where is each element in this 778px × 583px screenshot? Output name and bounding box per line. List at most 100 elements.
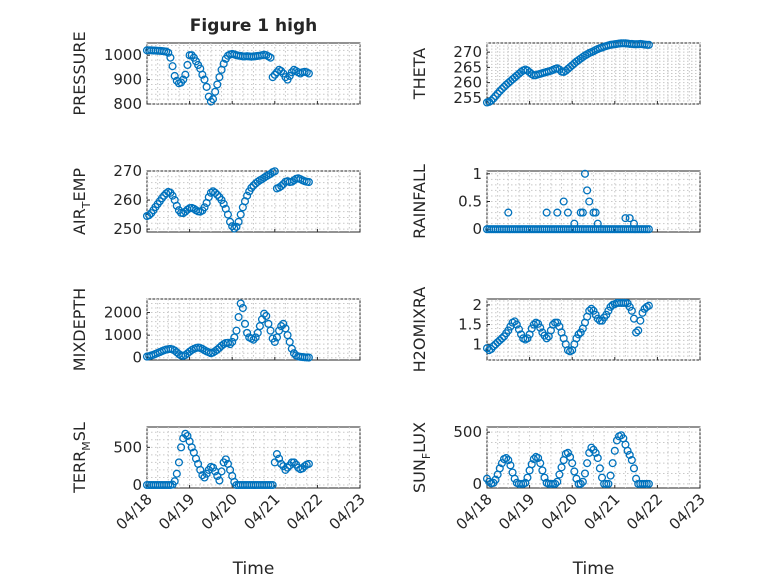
data-point (644, 40, 653, 49)
data-point (172, 201, 181, 210)
data-point (623, 446, 632, 455)
data-point (304, 459, 313, 468)
subplot-rainfall: 0 0.5 1 RAINFALL (410, 164, 701, 239)
data-point (228, 222, 237, 231)
data-point (213, 471, 222, 481)
data-point (591, 310, 600, 319)
data-point (251, 333, 260, 342)
data-point (211, 87, 220, 96)
data-point (219, 199, 228, 208)
data-point (234, 217, 243, 226)
y-tick-label: 900 (113, 71, 142, 89)
data-point (198, 70, 207, 79)
y-tick-label: 0 (472, 475, 482, 493)
y-tick-label: 1.5 (458, 316, 482, 334)
data-point (189, 204, 198, 213)
data-point (553, 477, 562, 486)
data-point (608, 459, 617, 468)
data-point (510, 474, 519, 483)
data-point (172, 469, 181, 478)
data-point (497, 85, 506, 94)
data-point (228, 337, 237, 346)
data-point (580, 469, 590, 478)
data-point (283, 463, 292, 472)
data-point (491, 92, 500, 101)
data-point (542, 208, 551, 217)
y-tick-label: 500 (113, 438, 142, 456)
axes-box (146, 298, 361, 361)
data-point (204, 92, 213, 101)
data-point (578, 477, 587, 486)
data-point (644, 301, 653, 310)
y-tick-label: 1000 (104, 46, 142, 64)
data-point (213, 190, 222, 199)
data-point (213, 80, 222, 89)
data-point (277, 182, 286, 191)
data-point (504, 208, 513, 217)
data-point (217, 467, 226, 476)
subplot-h2omixra: 11.5 2 H2OMIXRA (410, 287, 701, 372)
data-point (576, 328, 585, 337)
data-point (232, 222, 241, 231)
data-point (249, 335, 258, 344)
data-point (627, 306, 636, 315)
data-point (183, 431, 192, 441)
data-point (504, 456, 513, 465)
data-point (145, 211, 154, 220)
y-tick-label: 0 (132, 349, 142, 367)
y-tick-label: 260 (113, 191, 142, 209)
data-point (644, 479, 653, 488)
data-point (527, 460, 536, 469)
data-point (591, 208, 600, 217)
data-point (270, 337, 279, 346)
data-point (536, 323, 545, 332)
data-point (553, 208, 562, 217)
data-point (177, 443, 186, 452)
data-point (196, 465, 205, 474)
data-point (164, 48, 173, 57)
y-tick-label: 0.5 (458, 193, 482, 211)
data-point (606, 471, 615, 480)
data-point (289, 458, 299, 467)
data-point (568, 459, 577, 468)
data-point (521, 478, 530, 487)
data-point (595, 464, 604, 473)
data-point (540, 473, 549, 482)
data-point (304, 69, 313, 78)
data-point (200, 75, 209, 84)
data-point (502, 453, 511, 463)
data-point (625, 214, 634, 223)
data-point (625, 450, 634, 459)
data-point (236, 210, 245, 219)
data-point (219, 59, 228, 68)
data-point (260, 173, 269, 182)
data-point (621, 214, 630, 223)
data-point (168, 62, 177, 71)
x-axis-label: Time (232, 559, 275, 579)
y-tick-label: 2 (472, 296, 482, 314)
data-point (534, 319, 543, 328)
data-point (497, 334, 506, 343)
data-point (585, 197, 594, 206)
data-point (230, 224, 239, 233)
data-point (551, 479, 560, 488)
data-point (268, 73, 277, 82)
data-point (277, 322, 286, 331)
subplot-pressure: 800 900 1000 PRESSURE (70, 31, 361, 116)
data-point (572, 334, 581, 343)
data-point (555, 470, 564, 479)
data-point (504, 326, 513, 335)
data-point (260, 309, 269, 318)
data-point (223, 210, 232, 219)
data-point (206, 97, 215, 106)
data-point (183, 60, 192, 70)
y-tick-label: 0 (472, 220, 482, 238)
y-tick-label: 0 (132, 476, 142, 494)
data-point (240, 319, 250, 328)
data-point (279, 319, 288, 328)
y-tick-label: 250 (113, 220, 142, 238)
data-point (202, 82, 211, 91)
data-point (563, 448, 572, 457)
data-point (300, 462, 309, 471)
